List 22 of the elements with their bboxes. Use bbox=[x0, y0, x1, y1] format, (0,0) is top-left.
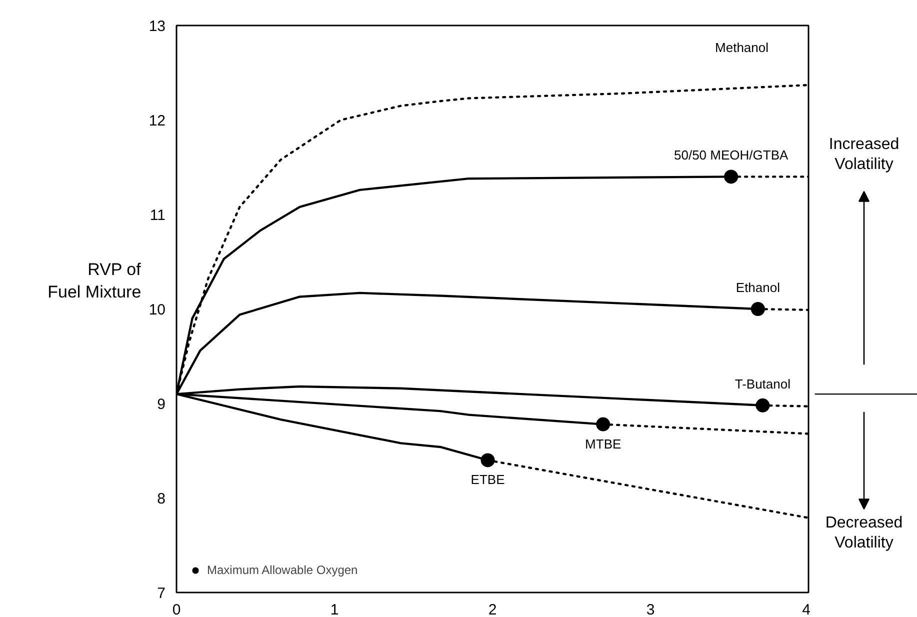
y-tick-label: 11 bbox=[150, 207, 166, 224]
y-tick-label: 9 bbox=[157, 396, 166, 413]
y-tick-label: 8 bbox=[157, 490, 166, 508]
y-tick-label: 7 bbox=[157, 585, 166, 602]
text: Methanol bbox=[715, 40, 769, 56]
text: Decreased Volatility bbox=[825, 514, 903, 552]
y-tick-label: 12 bbox=[148, 112, 166, 130]
series-label: ETBE bbox=[470, 472, 506, 488]
series-label: 50/50 MEOH/GTBA bbox=[674, 148, 788, 163]
x-tick-label: 4 bbox=[802, 602, 810, 617]
y-axis-title: RVP of Fuel Mixture bbox=[48, 260, 142, 302]
series-label: MTBE bbox=[585, 436, 622, 452]
text: Increased Volatility bbox=[828, 136, 900, 174]
x-tick-label: 0 bbox=[172, 602, 181, 617]
y-tick-label: 10 bbox=[148, 302, 166, 318]
x-tick-label: 3 bbox=[646, 602, 655, 617]
x-tick-label: 2 bbox=[488, 602, 497, 617]
legend-label: Maximum Allowable Oxygen bbox=[207, 563, 358, 577]
x-tick-label: 1 bbox=[330, 602, 339, 617]
y-tick-label: 13 bbox=[148, 18, 166, 35]
series-label: T-Butanol bbox=[734, 376, 791, 392]
series-label: Ethanol bbox=[736, 280, 780, 295]
